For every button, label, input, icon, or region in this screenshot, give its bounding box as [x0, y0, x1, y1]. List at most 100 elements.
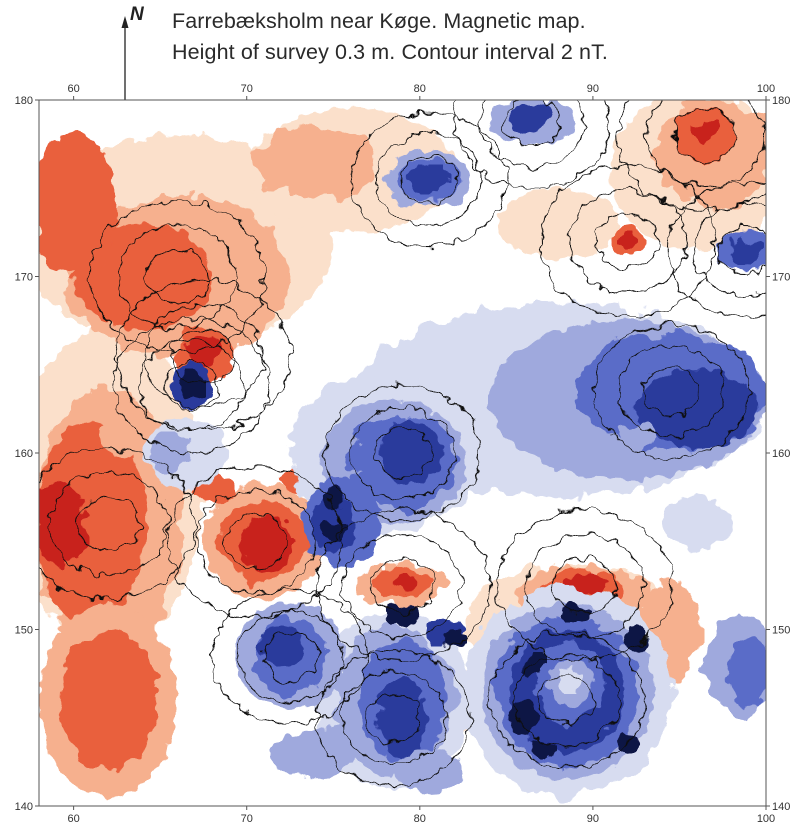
y-tick-label-left: 140	[15, 801, 33, 813]
x-tick-label-bottom: 90	[587, 813, 599, 825]
anomaly-shape-weak-negative	[393, 749, 464, 792]
anomaly-shape-strong-positive	[618, 232, 637, 250]
contour-ring	[212, 588, 368, 724]
contour-ring	[340, 671, 447, 764]
map-field	[39, 100, 766, 806]
x-tick-label-top: 80	[414, 83, 426, 95]
contour-ring	[496, 509, 672, 662]
anomaly-shape-strong-negative	[380, 421, 443, 485]
contour-ring	[645, 100, 766, 188]
contour-ring	[552, 557, 616, 613]
anomaly-shape-weak-positive	[255, 126, 377, 198]
anomaly-shape-deepest-negative	[385, 604, 420, 627]
anomaly-shape-strong-negative	[258, 625, 304, 669]
contour-ring	[48, 471, 168, 576]
anomaly-shape-strong-negative	[509, 103, 555, 132]
map-title-line-1: Farrebæksholm near Køge. Magnetic map.	[172, 9, 586, 33]
x-tick-label-bottom: 80	[414, 813, 426, 825]
contour-ring	[171, 328, 236, 384]
contour-ring	[167, 465, 344, 618]
contour-ring	[617, 100, 766, 212]
contour-ring	[400, 154, 457, 204]
contour-ring	[673, 107, 738, 163]
anomaly-shape-positive	[59, 629, 157, 771]
anomaly-shape-positive	[73, 223, 213, 330]
y-tick-label-left: 150	[15, 625, 33, 637]
x-tick-label-top: 60	[67, 83, 79, 95]
contour-ring	[76, 496, 140, 552]
anomaly-shape-positive	[39, 421, 147, 626]
y-tick-label-left: 170	[15, 272, 33, 284]
contour-ring	[642, 366, 699, 416]
anomaly-shape-deepest-negative	[322, 483, 344, 512]
anomaly-shape-strong-negative	[378, 673, 427, 762]
contour-ring	[113, 318, 270, 454]
anomaly-shape-faint-negative	[662, 497, 732, 551]
x-tick-label-bottom: 100	[757, 813, 775, 825]
contour-ring	[479, 100, 586, 168]
anomaly-shape-strong-positive	[241, 516, 294, 573]
contour-ring	[236, 609, 344, 703]
contour-ring	[538, 675, 596, 725]
anomaly-shape-strong-negative	[409, 167, 448, 192]
contour-ring	[513, 654, 621, 747]
anomaly-shape-strong-positive	[39, 481, 88, 566]
anomaly-shape-deepest-negative	[444, 627, 465, 649]
anomaly-shape-strong-positive	[388, 574, 417, 593]
north-label: N	[130, 4, 144, 25]
contour-ring	[143, 304, 264, 408]
contour-ring	[349, 406, 456, 500]
anomaly-shape-strong-positive	[693, 117, 718, 143]
anomaly-shape-strong-negative	[729, 237, 761, 263]
contour-ring	[592, 323, 749, 459]
anomaly-shape-deepest-negative	[509, 700, 538, 736]
x-tick-label-bottom: 60	[67, 813, 79, 825]
contour-ring	[595, 213, 660, 269]
x-tick-label-top: 100	[757, 83, 775, 95]
y-tick-label-right: 160	[772, 448, 790, 460]
y-tick-label-left: 180	[15, 95, 33, 107]
anomaly-shape-deepest-negative	[520, 654, 545, 676]
contour-ring	[375, 133, 482, 226]
x-tick-label-bottom: 70	[241, 813, 253, 825]
anomaly-shape-faint-positive	[497, 188, 619, 259]
north-arrow-icon	[121, 16, 129, 100]
anomaly-shape-deepest-negative	[624, 624, 649, 653]
contour-ring	[567, 189, 688, 293]
anomaly-shape-deepest-negative	[179, 371, 204, 400]
anomaly-shape-weak-negative	[272, 728, 360, 778]
map-title: Farrebæksholm near Køge. Magnetic map. H…	[172, 6, 772, 68]
contour-ring	[365, 693, 422, 743]
contour-ring	[223, 513, 288, 569]
contour-ring	[315, 650, 472, 786]
map-title-line-2: Height of survey 0.3 m. Contour interval…	[172, 40, 608, 64]
contour-ring	[138, 339, 245, 432]
anomaly-shape-strong-negative	[636, 370, 758, 448]
anomaly-shape-deepest-negative	[615, 733, 640, 755]
contour-lines	[39, 100, 766, 786]
contour-ring	[324, 385, 481, 521]
anomaly-shape-weak-negative	[618, 421, 654, 450]
contour-ring	[539, 165, 716, 318]
contour-ring	[314, 509, 491, 662]
contour-ring	[89, 200, 266, 353]
contour-ring	[261, 631, 319, 681]
y-tick-label-right: 170	[772, 272, 790, 284]
contour-ring	[692, 203, 766, 297]
contour-ring	[163, 361, 220, 411]
anomaly-shape-negative	[727, 638, 766, 709]
contour-ring	[370, 557, 435, 613]
anomaly-shape-deepest-negative	[534, 740, 555, 759]
contour-ring	[717, 225, 766, 275]
anomaly-shape-faint-negative	[560, 666, 581, 692]
y-tick-label-right: 150	[772, 625, 790, 637]
contour-ring	[39, 447, 196, 600]
contour-ring	[350, 111, 507, 248]
contour-ring	[195, 489, 316, 594]
y-tick-label-right: 140	[772, 801, 790, 813]
contour-ring	[145, 249, 210, 304]
contour-ring	[488, 632, 645, 768]
contour-ring	[374, 428, 431, 478]
x-tick-label-top: 90	[587, 83, 599, 95]
contour-ring	[504, 100, 561, 146]
